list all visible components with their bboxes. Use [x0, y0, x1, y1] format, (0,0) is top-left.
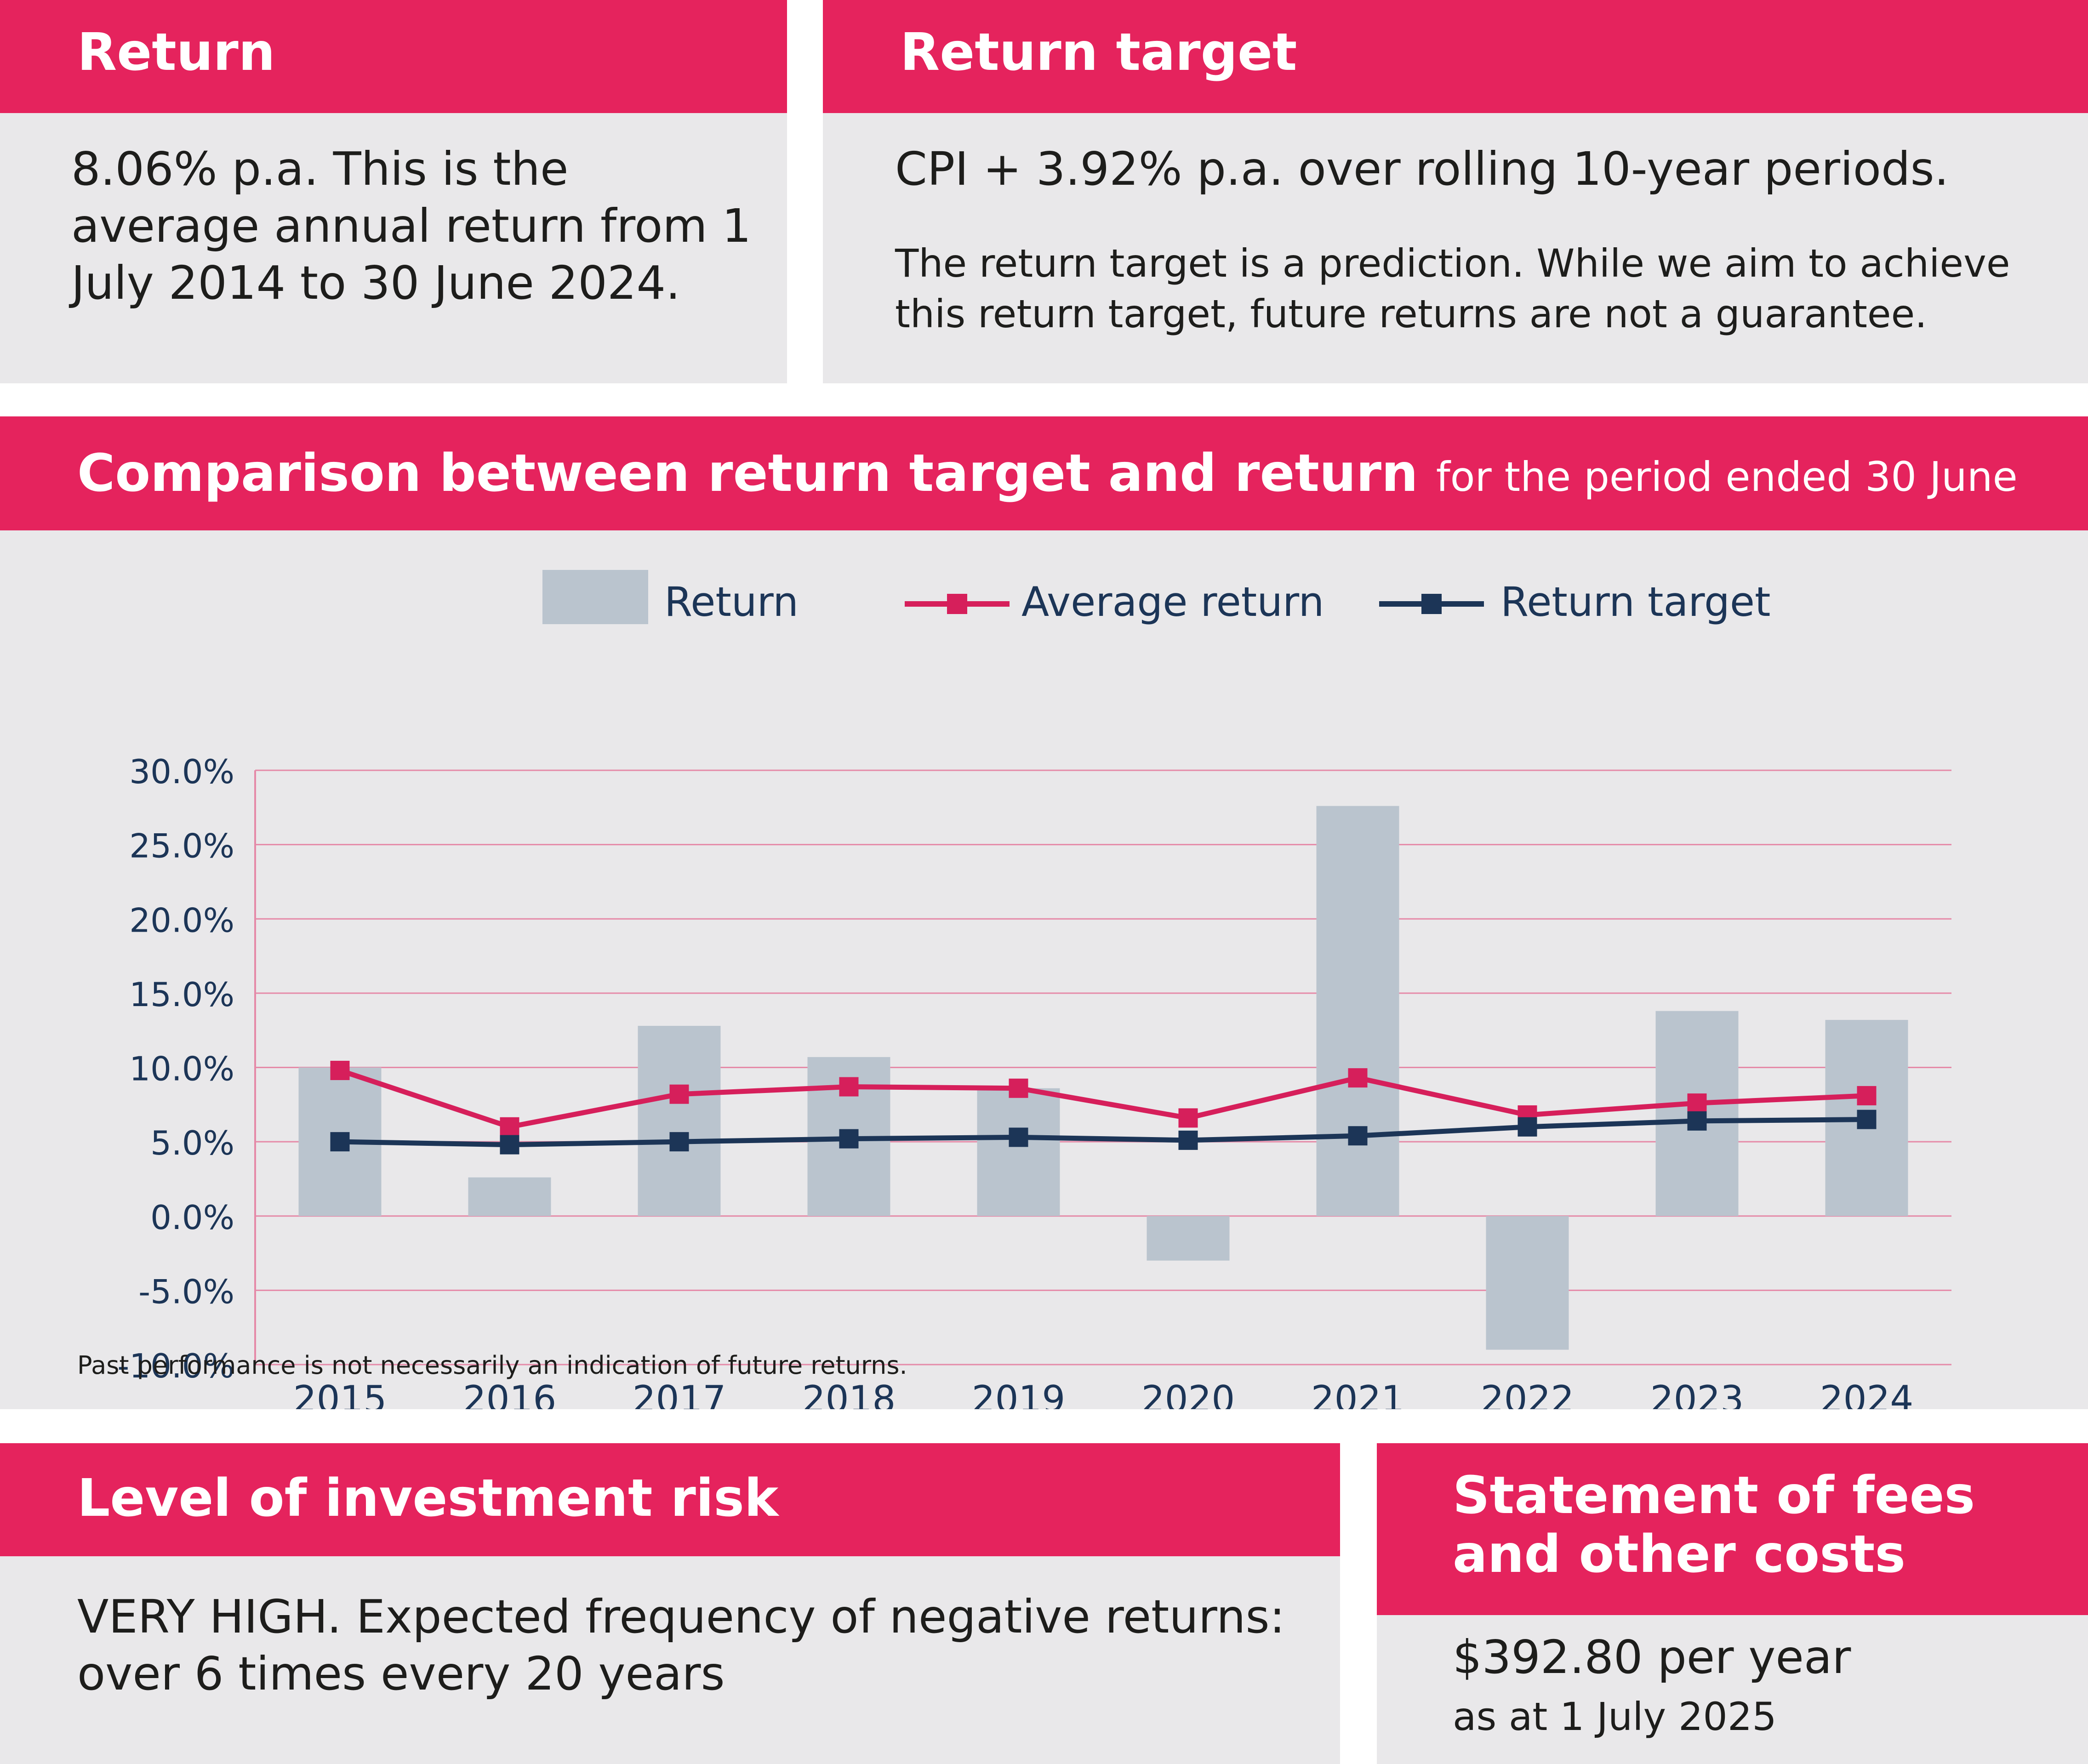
- legend-return-label: Return: [664, 578, 799, 626]
- line-series-average-return: [330, 1060, 1877, 1137]
- legend-average-marker: [947, 594, 967, 614]
- average-return-marker-2020: [1178, 1108, 1198, 1128]
- return-target-marker-2018: [839, 1129, 859, 1149]
- legend-target-label: Return target: [1500, 578, 1771, 626]
- fees-card-date: as at 1 July 2025: [1453, 1694, 1777, 1739]
- average-return-marker-2019: [1009, 1078, 1028, 1098]
- return-card: Return 8.06% p.a. This is the average an…: [0, 0, 787, 383]
- y-axis-tick-labels: -10.0% -5.0% 0.0% 5.0% 10.0% 15.0% 20.0% 25.0% 3…: [117, 752, 234, 1385]
- x-tick-label: 2021: [1311, 1378, 1405, 1409]
- fees-card: Statement of fees and other costs $392.8…: [1377, 1443, 2088, 1764]
- bar-return-2016: [468, 1177, 551, 1216]
- bar-return-2021: [1316, 806, 1399, 1216]
- average-return-marker-2018: [839, 1077, 859, 1097]
- average-return-line: [339, 1068, 1867, 1130]
- return-card-header: Return: [0, 0, 787, 113]
- return-target-marker-2015: [330, 1132, 350, 1152]
- return-target-title: Return target: [900, 23, 1297, 82]
- return-target-marker-2024: [1857, 1110, 1877, 1129]
- average-return-marker-2016: [500, 1117, 519, 1137]
- return-card-body: 8.06% p.a. This is the average annual re…: [71, 142, 752, 310]
- return-target-marker-2017: [669, 1132, 689, 1152]
- y-tick-label: 15.0%: [129, 975, 234, 1014]
- fees-card-header: Statement of fees and other costs: [1377, 1443, 2088, 1615]
- y-tick-label: -5.0%: [138, 1272, 234, 1311]
- risk-card-title: Level of investment risk: [77, 1468, 779, 1528]
- line-series-return-target: [330, 1110, 1877, 1155]
- y-tick-label: 0.0%: [150, 1198, 234, 1237]
- return-target-marker-2019: [1009, 1127, 1028, 1147]
- y-tick-label: 10.0%: [129, 1050, 234, 1088]
- return-target-marker-2020: [1178, 1130, 1198, 1150]
- return-target-line: [340, 1117, 1867, 1148]
- comparison-chart: Return Average return Return target -10.…: [117, 570, 1951, 1409]
- return-target-marker-2023: [1687, 1111, 1707, 1131]
- y-tick-label: 5.0%: [150, 1124, 234, 1162]
- bar-return-2017: [638, 1025, 721, 1216]
- x-tick-label: 2022: [1481, 1378, 1575, 1409]
- legend: Return Average return Return target: [542, 570, 1771, 626]
- legend-target-marker: [1421, 594, 1442, 614]
- return-card-title: Return: [77, 23, 275, 82]
- chart-footnote: Past performance is not necessarily an i…: [77, 1351, 907, 1380]
- return-target-note: The return target is a prediction. While…: [895, 241, 2010, 336]
- comparison-subtitle: for the period ended 30 June: [1436, 453, 2018, 501]
- x-tick-label: 2018: [802, 1378, 896, 1409]
- bar-return-2019: [977, 1088, 1060, 1216]
- average-return-marker-2023: [1687, 1093, 1707, 1113]
- comparison-title: Comparison between return target and ret…: [77, 444, 1418, 503]
- y-tick-label: 30.0%: [129, 752, 234, 791]
- x-tick-label: 2015: [293, 1378, 387, 1409]
- risk-card-body: VERY HIGH. Expected frequency of negativ…: [77, 1590, 1285, 1701]
- x-axis-tick-labels: 2015 2016 2017 2018 2019 2020 2021 2022 2023 2024: [293, 1378, 1914, 1409]
- y-tick-label: -10.0%: [117, 1347, 234, 1385]
- average-return-marker-2017: [669, 1084, 689, 1104]
- x-tick-label: 2024: [1820, 1378, 1914, 1409]
- legend-return-swatch: [542, 570, 648, 624]
- x-tick-label: 2016: [463, 1378, 557, 1409]
- risk-card: Level of investment risk VERY HIGH. Expe…: [0, 1443, 1340, 1764]
- y-tick-label: 25.0%: [129, 827, 234, 865]
- risk-card-header: Level of investment risk: [0, 1443, 1340, 1556]
- average-return-marker-2024: [1857, 1086, 1877, 1105]
- bar-return-2022: [1486, 1216, 1569, 1350]
- bar-series-return: [298, 806, 1908, 1350]
- x-tick-label: 2023: [1650, 1378, 1744, 1409]
- return-target-header: Return target: [823, 0, 2088, 113]
- return-target-card: Return target CPI + 3.92% p.a. over roll…: [823, 0, 2088, 383]
- x-tick-label: 2019: [972, 1378, 1066, 1409]
- comparison-header: Comparison between return target and ret…: [0, 416, 2088, 530]
- comparison-title-line: Comparison between return target and ret…: [77, 444, 2018, 506]
- return-target-marker-2022: [1518, 1117, 1537, 1137]
- fees-card-title: Statement of fees and other costs: [1453, 1466, 1975, 1584]
- x-tick-label: 2017: [633, 1378, 726, 1409]
- x-tick-label: 2020: [1141, 1378, 1235, 1409]
- return-target-body: CPI + 3.92% p.a. over rolling 10-year pe…: [895, 142, 1949, 196]
- comparison-card: Comparison between return target and ret…: [0, 416, 2088, 1409]
- fees-card-amount: $392.80 per year: [1453, 1630, 1851, 1684]
- legend-average-label: Average return: [1021, 578, 1324, 626]
- bar-return-2020: [1147, 1216, 1230, 1261]
- average-return-marker-2021: [1348, 1068, 1368, 1088]
- y-tick-label: 20.0%: [129, 901, 234, 939]
- return-target-marker-2016: [500, 1135, 519, 1155]
- return-target-marker-2021: [1348, 1126, 1368, 1146]
- average-return-marker-2015: [330, 1060, 350, 1080]
